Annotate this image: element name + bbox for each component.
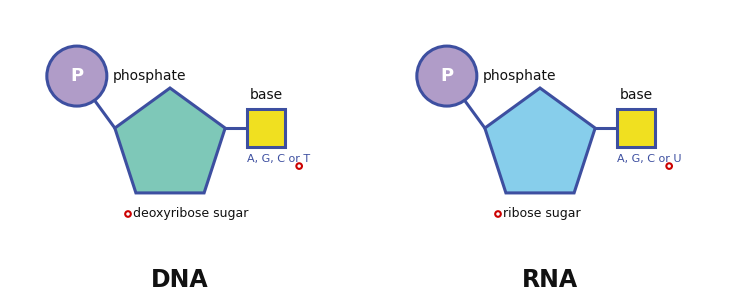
Text: base: base xyxy=(619,88,653,102)
Text: A, G, C or T: A, G, C or T xyxy=(247,154,310,164)
Text: P: P xyxy=(70,67,84,85)
Text: ribose sugar: ribose sugar xyxy=(503,208,581,220)
Circle shape xyxy=(417,46,477,106)
Bar xyxy=(247,109,285,147)
Text: A, G, C or U: A, G, C or U xyxy=(617,154,682,164)
Polygon shape xyxy=(115,88,225,193)
Text: phosphate: phosphate xyxy=(482,69,556,83)
Text: deoxyribose sugar: deoxyribose sugar xyxy=(133,208,249,220)
Text: P: P xyxy=(440,67,454,85)
Text: RNA: RNA xyxy=(522,268,578,292)
Text: base: base xyxy=(249,88,283,102)
Bar xyxy=(617,109,655,147)
Circle shape xyxy=(47,46,107,106)
Text: DNA: DNA xyxy=(151,268,209,292)
Text: phosphate: phosphate xyxy=(112,69,186,83)
Polygon shape xyxy=(485,88,595,193)
